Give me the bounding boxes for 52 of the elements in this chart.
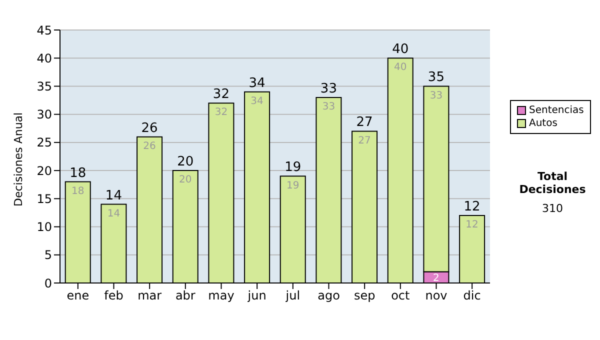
x-tick-label: mar <box>138 288 162 303</box>
y-tick-label: 0 <box>44 276 52 290</box>
legend-label: Sentencias <box>529 104 584 117</box>
x-tick-label: dic <box>463 288 481 303</box>
text: Total Decisiones <box>518 170 587 196</box>
total-label: 34 <box>248 76 266 91</box>
total-label: 12 <box>464 200 480 215</box>
total-label: 14 <box>105 188 122 204</box>
total-label: 20 <box>177 154 194 170</box>
text: 310 <box>541 202 564 215</box>
x-tick-label: sep <box>354 288 376 303</box>
data-label: 33 <box>430 90 443 102</box>
data-label: 14 <box>107 208 120 220</box>
total-label: 19 <box>284 160 302 176</box>
data-label: 26 <box>143 140 156 152</box>
y-tick-label: 30 <box>36 108 52 122</box>
data-label: 40 <box>394 62 407 74</box>
x-tick-label: nov <box>425 288 448 303</box>
total-label: 27 <box>356 115 373 130</box>
total-label: 35 <box>428 70 444 86</box>
total-label: 33 <box>320 81 337 96</box>
y-tick-label: 20 <box>36 164 52 178</box>
y-tick-label: 35 <box>36 79 52 94</box>
total-label: 26 <box>141 120 158 136</box>
x-tick-label: jul <box>284 288 300 303</box>
data-label: 2 <box>433 272 440 284</box>
y-tick-label: 40 <box>36 51 52 66</box>
x-tick-label: jun <box>246 288 266 303</box>
data-label: 32 <box>214 107 228 118</box>
x-tick-label: may <box>208 288 234 303</box>
data-label: 20 <box>179 174 192 186</box>
y-tick-label: 15 <box>36 192 52 206</box>
x-tick-label: ago <box>318 288 340 303</box>
legend-label: Autos <box>529 117 558 130</box>
x-tick-label: feb <box>104 288 124 303</box>
data-label: 19 <box>286 180 300 192</box>
x-tick-label: ene <box>66 288 90 303</box>
data-label: 18 <box>72 186 84 197</box>
total-label: 40 <box>392 42 409 58</box>
y-tick-label: 10 <box>36 220 52 234</box>
y-axis-title: Decisiones Anual <box>12 112 25 206</box>
data-label: 34 <box>250 96 264 107</box>
x-tick-label: abr <box>175 288 196 303</box>
total-label: 32 <box>212 87 230 102</box>
x-tick-label: oct <box>391 288 410 303</box>
y-tick-label: 25 <box>36 136 52 150</box>
data-label: 27 <box>358 135 371 146</box>
y-tick-label: 45 <box>36 23 52 38</box>
y-tick-label: 5 <box>44 248 52 262</box>
data-label: 33 <box>322 102 336 113</box>
total-label: 18 <box>70 166 86 181</box>
data-label: 12 <box>466 220 478 231</box>
